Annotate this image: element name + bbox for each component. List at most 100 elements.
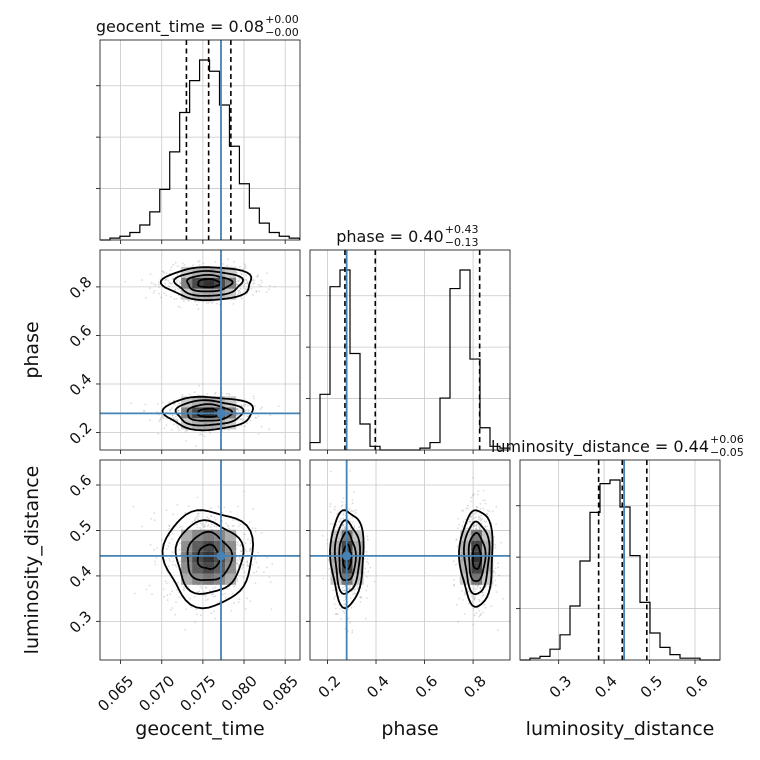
scatter-point bbox=[170, 296, 172, 298]
scatter-point bbox=[249, 548, 251, 551]
scatter-point bbox=[233, 602, 235, 604]
scatter-point bbox=[246, 415, 249, 418]
scatter-point bbox=[254, 582, 257, 585]
scatter-point bbox=[177, 265, 179, 267]
scatter-point bbox=[349, 509, 352, 512]
scatter-point bbox=[179, 560, 182, 563]
xaxis-label-phase: phase bbox=[381, 718, 438, 740]
scatter-point bbox=[249, 600, 252, 603]
scatter-point bbox=[162, 588, 165, 590]
scatter-point bbox=[466, 527, 469, 529]
scatter-point bbox=[246, 281, 249, 283]
scatter-point bbox=[132, 505, 135, 508]
contour-geocent_time-phase-1-2 bbox=[173, 270, 245, 297]
scatter-point bbox=[495, 523, 497, 526]
scatter-point bbox=[254, 558, 256, 561]
scatter-point bbox=[232, 524, 235, 527]
density-cell bbox=[203, 288, 215, 300]
scatter-point bbox=[196, 613, 199, 616]
scatter-point bbox=[366, 560, 368, 563]
scatter-point bbox=[479, 586, 482, 589]
scatter-point bbox=[475, 523, 478, 526]
scatter-point bbox=[239, 288, 242, 290]
scatter-point bbox=[199, 614, 202, 617]
scatter-point bbox=[174, 288, 177, 291]
scatter-point bbox=[187, 299, 190, 302]
scatter-point bbox=[485, 520, 487, 523]
scatter-point bbox=[475, 524, 478, 527]
scatter-point bbox=[161, 401, 164, 404]
scatter-point bbox=[168, 525, 171, 528]
scatter-point bbox=[189, 597, 192, 600]
scatter-point bbox=[176, 273, 179, 276]
scatter-point bbox=[167, 545, 170, 548]
scatter-point bbox=[170, 429, 173, 431]
scatter-point bbox=[193, 391, 196, 394]
scatter-point bbox=[472, 525, 475, 528]
xtick-label-geocent_time-0: 0.065 bbox=[94, 672, 137, 715]
scatter-point bbox=[252, 282, 255, 285]
scatter-point bbox=[260, 532, 263, 534]
scatter-point bbox=[203, 435, 206, 438]
scatter-point bbox=[168, 401, 171, 404]
title-geocent_time: geocent_time = 0.08 bbox=[96, 17, 264, 37]
scatter-point bbox=[465, 507, 468, 510]
contour-geocent_time-luminosity_distance-0-0 bbox=[196, 543, 222, 570]
scatter-point bbox=[268, 288, 270, 291]
scatter-point bbox=[261, 406, 264, 409]
scatter-point bbox=[210, 515, 213, 518]
scatter-point bbox=[471, 512, 474, 515]
scatter-point bbox=[167, 402, 170, 404]
scatter-point bbox=[238, 563, 240, 566]
scatter-point bbox=[479, 587, 482, 590]
scatter-point bbox=[230, 609, 233, 612]
scatter-point bbox=[349, 520, 352, 523]
scatter-point bbox=[176, 588, 178, 591]
scatter-point bbox=[479, 613, 482, 615]
scatter-point bbox=[172, 564, 174, 566]
scatter-point bbox=[243, 404, 246, 407]
density-cell bbox=[225, 551, 237, 563]
scatter-point bbox=[257, 551, 259, 554]
scatter-point bbox=[239, 523, 242, 526]
contour-geocent_time-luminosity_distance-0-1 bbox=[186, 530, 234, 582]
scatter-point bbox=[210, 302, 213, 304]
scatter-point bbox=[238, 265, 241, 268]
scatter-point bbox=[170, 266, 173, 269]
scatter-point bbox=[247, 538, 249, 541]
scatter-point bbox=[476, 493, 479, 496]
scatter-point bbox=[238, 289, 240, 292]
scatter-point bbox=[246, 422, 249, 425]
density-cell bbox=[181, 562, 193, 574]
scatter-point bbox=[349, 621, 351, 624]
scatter-point bbox=[229, 511, 232, 513]
scatter-point bbox=[349, 470, 352, 472]
scatter-point bbox=[360, 596, 362, 598]
scatter-point bbox=[364, 567, 367, 570]
scatter-point bbox=[344, 603, 347, 606]
scatter-point bbox=[253, 282, 256, 284]
scatter-point bbox=[244, 278, 247, 281]
scatter-point bbox=[474, 597, 476, 599]
scatter-point bbox=[211, 593, 214, 596]
scatter-point bbox=[486, 509, 489, 512]
scatter-point bbox=[238, 556, 241, 559]
scatter-point bbox=[212, 300, 214, 303]
scatter-point bbox=[232, 303, 235, 305]
scatter-point bbox=[473, 614, 476, 617]
scatter-point bbox=[477, 523, 480, 526]
scatter-point bbox=[197, 515, 200, 518]
scatter-point bbox=[472, 596, 474, 599]
scatter-point bbox=[161, 270, 164, 273]
scatter-point bbox=[273, 285, 276, 288]
scatter-point bbox=[479, 527, 481, 530]
density-cell bbox=[214, 573, 226, 585]
scatter-point bbox=[239, 558, 241, 561]
scatter-point bbox=[237, 565, 240, 568]
panel-frame-phase bbox=[309, 249, 511, 451]
scatter-point bbox=[252, 395, 255, 397]
scatter-point bbox=[485, 528, 488, 531]
scatter-point bbox=[196, 513, 199, 516]
scatter-point bbox=[214, 261, 217, 263]
scatter-point bbox=[209, 300, 212, 303]
